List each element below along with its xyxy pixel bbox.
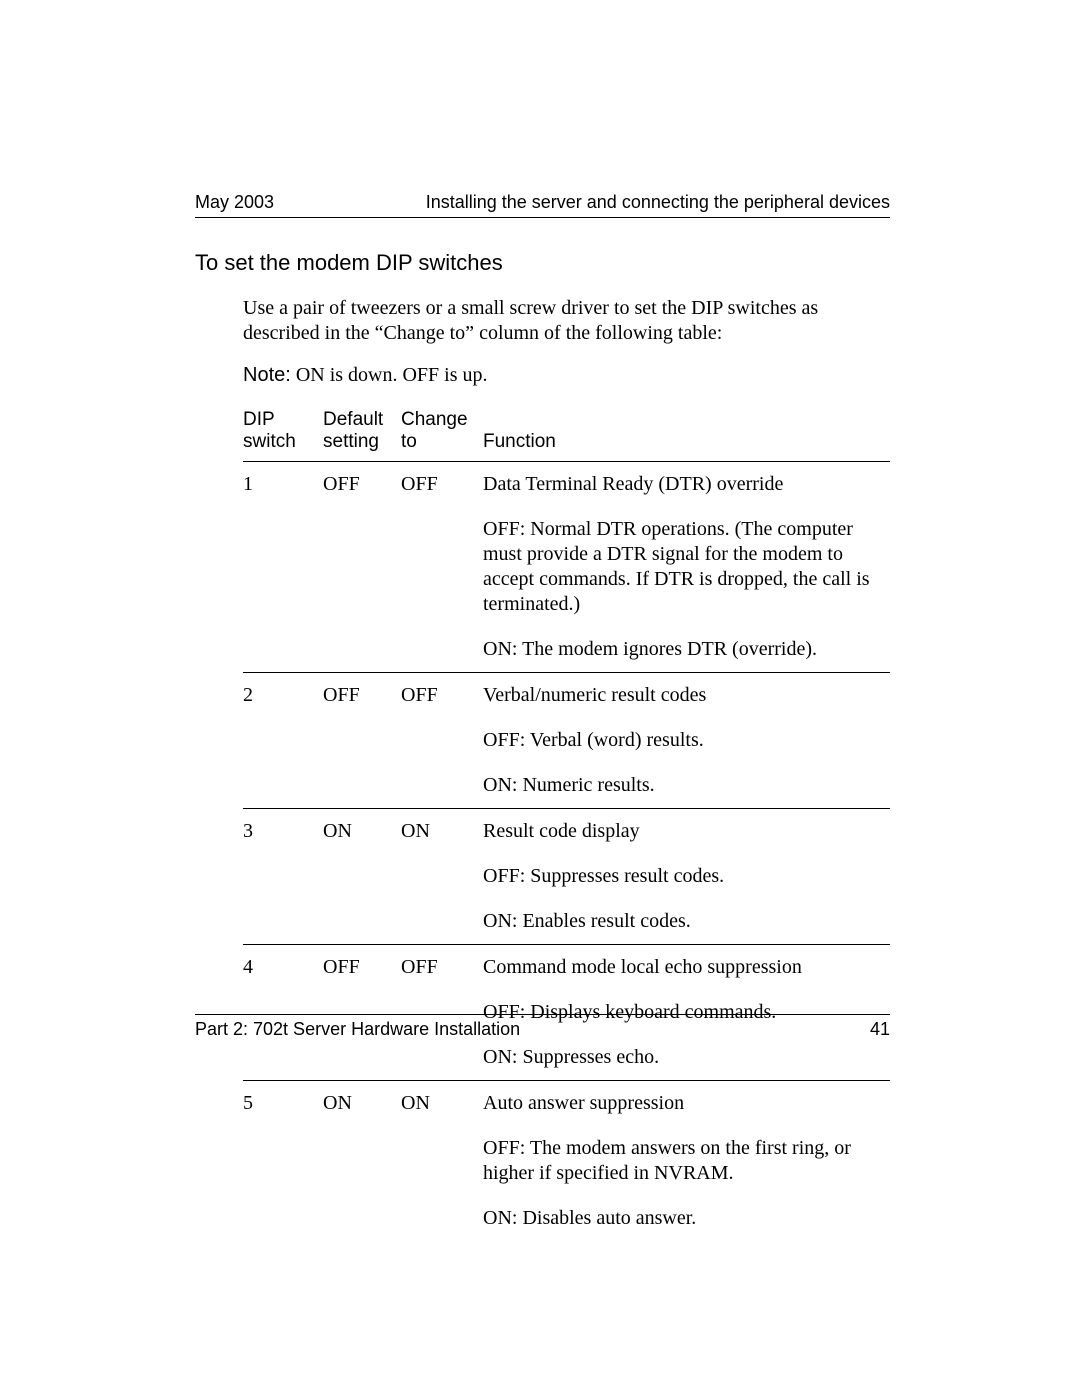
table-row: 1OFFOFFData Terminal Ready (DTR) overrid… <box>243 462 890 508</box>
header-date: May 2003 <box>195 192 274 213</box>
cell-switch: 5 <box>243 1081 323 1242</box>
intro-paragraph: Use a pair of tweezers or a small screw … <box>243 296 883 346</box>
content-area: May 2003 Installing the server and conne… <box>195 192 890 1241</box>
col-header-change: Change <box>401 409 468 430</box>
col-header-to: to <box>401 431 417 452</box>
cell-function-detail: OFF: The modem answers on the first ring… <box>483 1126 890 1196</box>
footer-page-number: 41 <box>870 1019 890 1040</box>
body-block: Use a pair of tweezers or a small screw … <box>243 296 890 1241</box>
col-header-dip-switch: DIP switch <box>243 409 323 462</box>
cell-function-detail: ON: Numeric results. <box>483 763 890 809</box>
col-header-setting: setting <box>323 431 379 452</box>
table-header-row: DIP switch Default setting Change to Fun… <box>243 409 890 462</box>
cell-change: ON <box>401 809 483 945</box>
table-row: 3ONONResult code display <box>243 809 890 855</box>
col-header-default: Default <box>323 409 383 430</box>
cell-switch: 2 <box>243 673 323 809</box>
col-header-dip: DIP <box>243 409 275 430</box>
table-row: 4OFFOFFCommand mode local echo suppressi… <box>243 945 890 991</box>
intro-quoted: “Change to” <box>375 322 474 344</box>
table-row: 2OFFOFFVerbal/numeric result codes <box>243 673 890 719</box>
cell-default: OFF <box>323 673 401 809</box>
cell-function-detail: ON: The modem ignores DTR (override). <box>483 627 890 673</box>
col-header-change-to: Change to <box>401 409 483 462</box>
intro-quoted-text: Change to <box>384 322 466 344</box>
section-heading: To set the modem DIP switches <box>195 250 890 276</box>
cell-switch: 4 <box>243 945 323 1081</box>
cell-function-heading: Auto answer suppression <box>483 1081 890 1127</box>
col-header-function: Function <box>483 409 890 462</box>
col-header-switch: switch <box>243 431 296 452</box>
dip-switch-table: DIP switch Default setting Change to Fun… <box>243 409 890 1241</box>
cell-switch: 1 <box>243 462 323 673</box>
running-header: May 2003 Installing the server and conne… <box>195 192 890 218</box>
header-chapter-title: Installing the server and connecting the… <box>426 192 890 213</box>
cell-switch: 3 <box>243 809 323 945</box>
cell-function-detail: ON: Suppresses echo. <box>483 1035 890 1081</box>
cell-change: OFF <box>401 462 483 673</box>
cell-change: OFF <box>401 673 483 809</box>
cell-function-detail: OFF: Suppresses result codes. <box>483 854 890 899</box>
cell-default: ON <box>323 1081 401 1242</box>
cell-default: OFF <box>323 945 401 1081</box>
note-label: Note: <box>243 364 291 386</box>
cell-function-heading: Result code display <box>483 809 890 855</box>
cell-change: OFF <box>401 945 483 1081</box>
cell-function-heading: Command mode local echo suppression <box>483 945 890 991</box>
table-body: 1OFFOFFData Terminal Ready (DTR) overrid… <box>243 462 890 1242</box>
running-footer: Part 2: 702t Server Hardware Installatio… <box>195 1014 890 1040</box>
cell-change: ON <box>401 1081 483 1242</box>
cell-default: OFF <box>323 462 401 673</box>
intro-text-2: column of the following table: <box>479 322 722 344</box>
footer-part-label: Part 2: 702t Server Hardware Installatio… <box>195 1019 520 1040</box>
cell-function-heading: Verbal/numeric result codes <box>483 673 890 719</box>
note-text: ON is down. OFF is up. <box>291 364 488 386</box>
cell-default: ON <box>323 809 401 945</box>
page: May 2003 Installing the server and conne… <box>0 0 1080 1397</box>
note-line: Note: ON is down. OFF is up. <box>243 364 890 387</box>
table-row: 5ONONAuto answer suppression <box>243 1081 890 1127</box>
cell-function-detail: ON: Enables result codes. <box>483 899 890 945</box>
cell-function-detail: OFF: Verbal (word) results. <box>483 718 890 763</box>
cell-function-heading: Data Terminal Ready (DTR) override <box>483 462 890 508</box>
col-header-default-setting: Default setting <box>323 409 401 462</box>
cell-function-detail: OFF: Normal DTR operations. (The compute… <box>483 507 890 627</box>
cell-function-detail: ON: Disables auto answer. <box>483 1196 890 1241</box>
